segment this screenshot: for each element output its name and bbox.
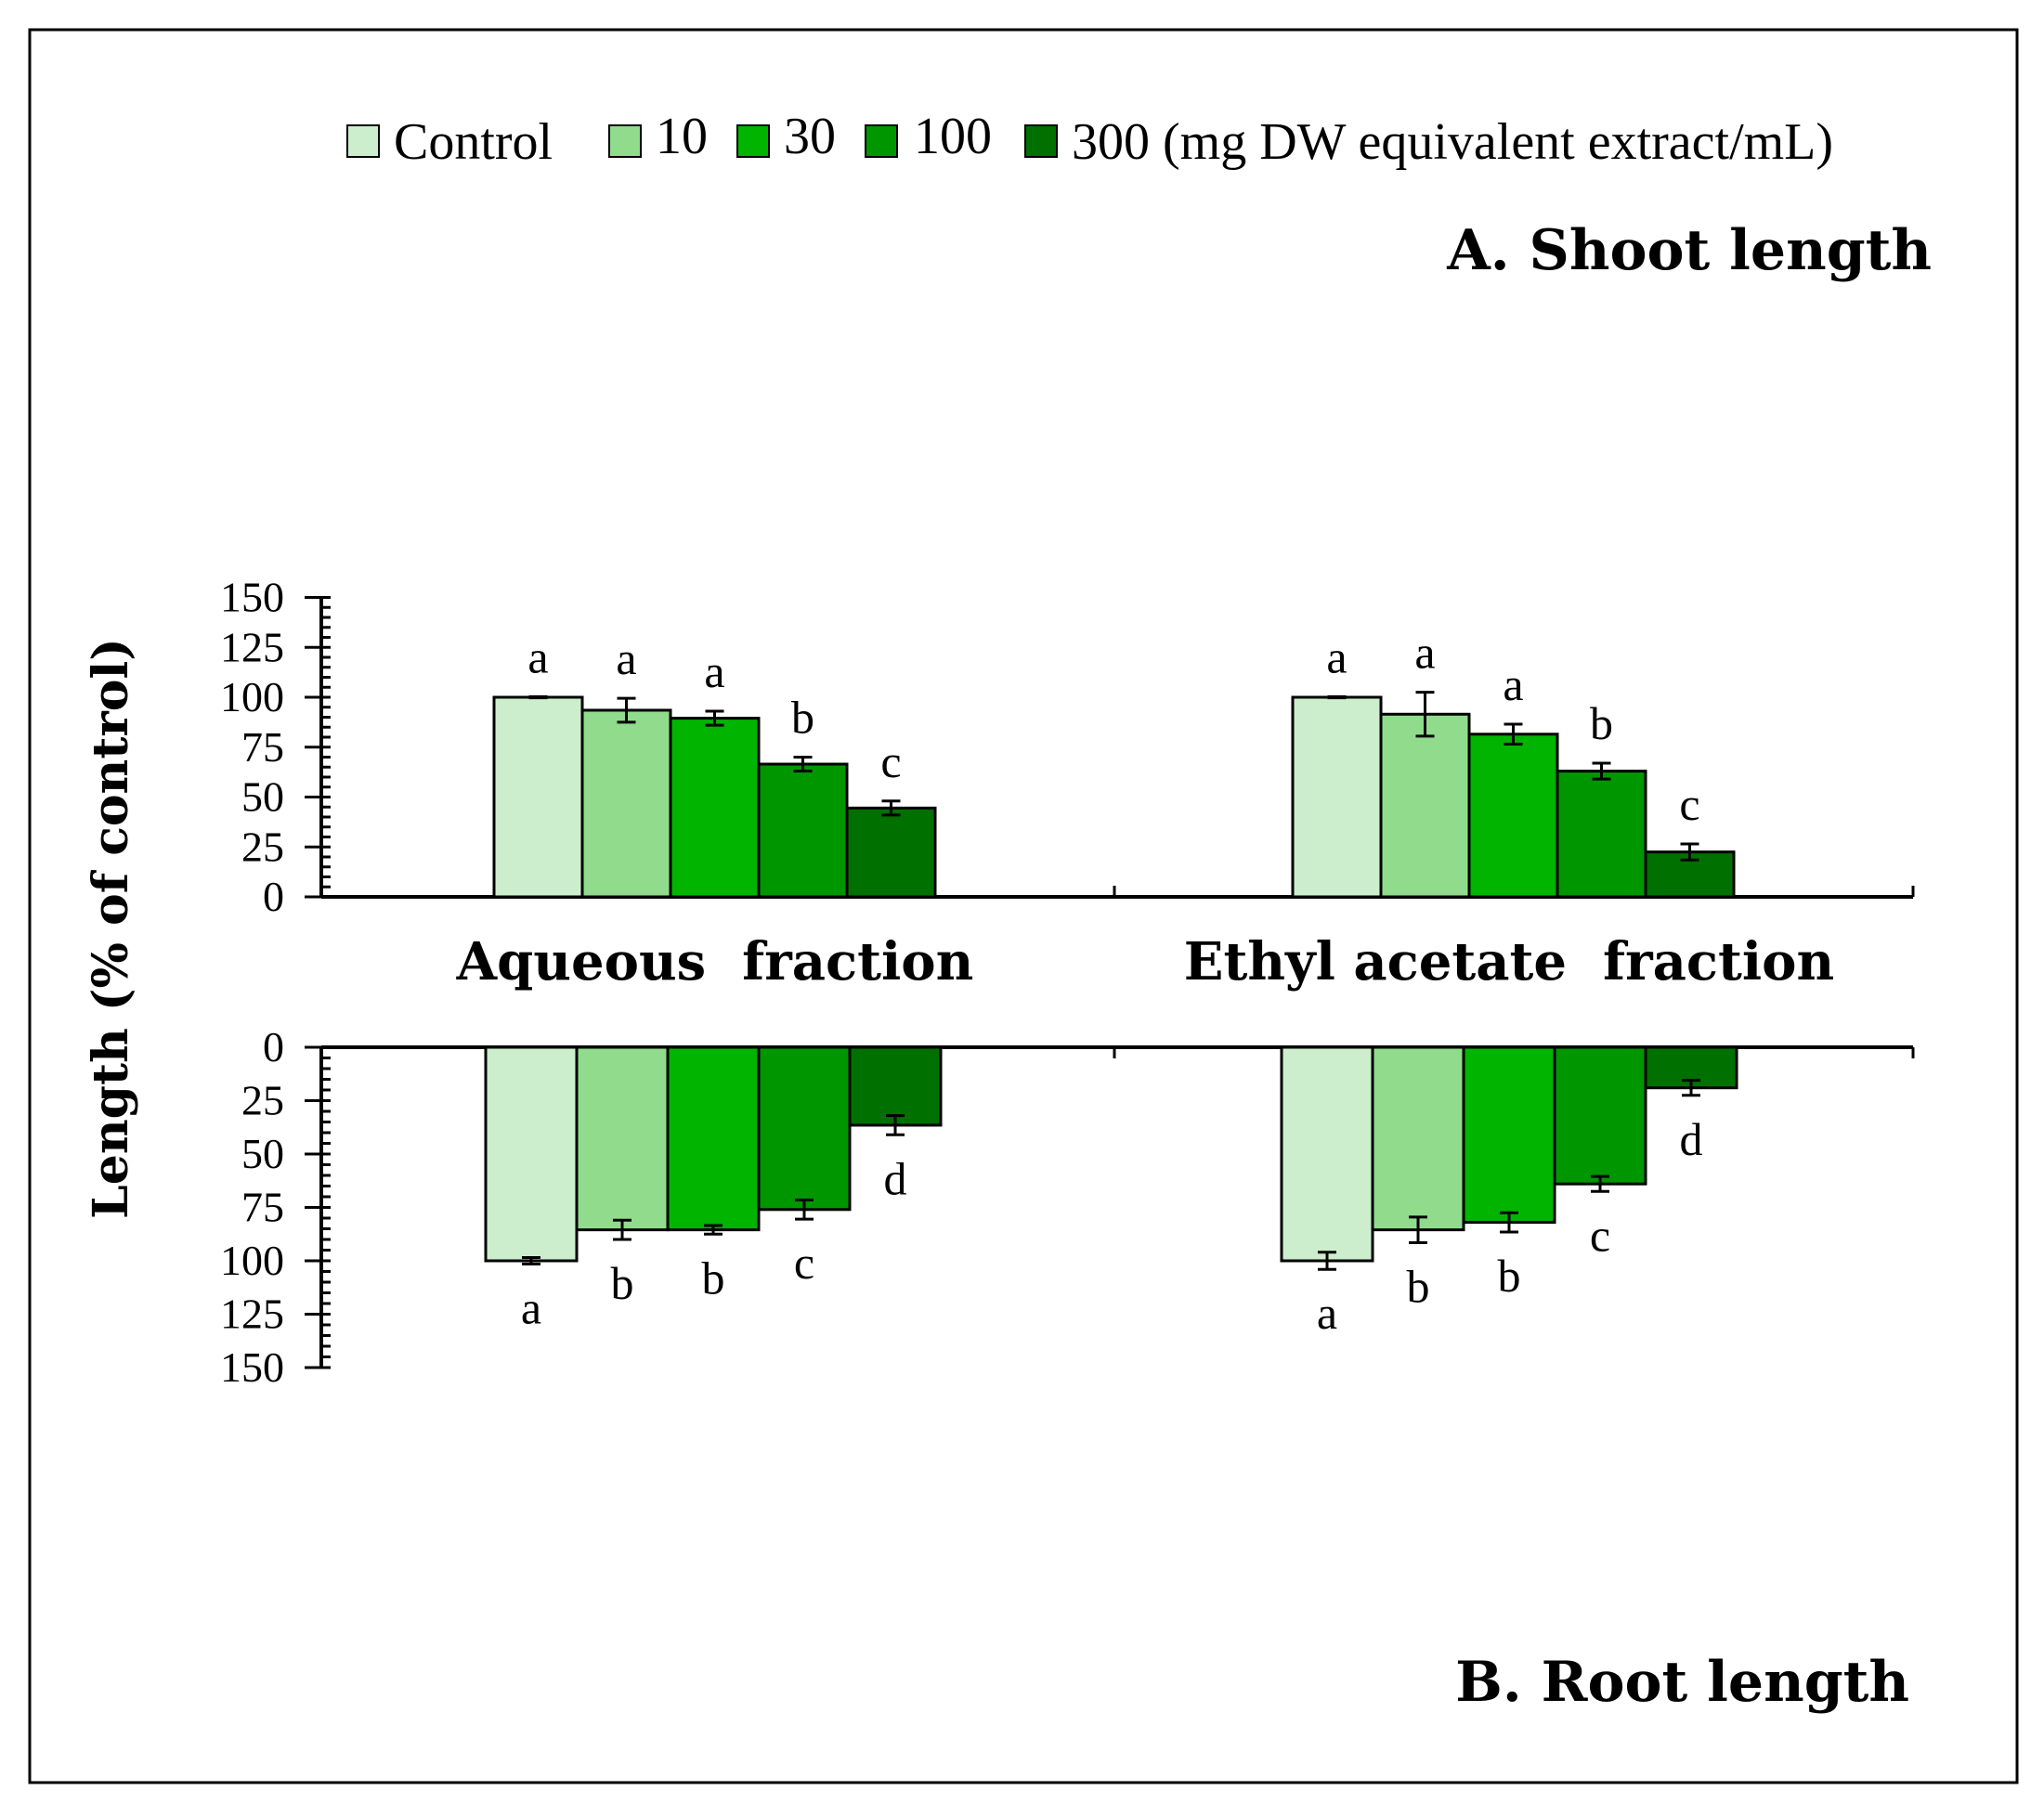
shoot-significance-letter: c [880,735,901,787]
shoot-significance-letter: b [1590,697,1613,749]
legend-label-300-value: 300 [1072,113,1150,171]
root-bars: a b b c d a b b c d [484,1045,1738,1339]
root-bar-ethyl-acetate-100 [1553,1045,1647,1186]
legend-label-30: 30 [784,108,836,165]
shoot-y-tick-label: 75 [241,723,284,771]
root-panel-title: B. Root length [1455,1650,1909,1715]
root-y-tick-label: 100 [220,1237,284,1284]
legend-swatch-control [346,124,380,158]
y-axis-label: Length (% of control) [83,638,139,1219]
shoot-significance-letter: c [1679,778,1699,830]
legend-swatch-300 [1024,124,1058,158]
root-significance-letter: c [794,1237,814,1289]
shoot-significance-letter: b [791,692,814,744]
shoot-bar-ethyl-acetate-10 [1379,712,1471,899]
root-significance-letter: a [521,1281,541,1333]
shoot-bar-ethyl-acetate-30 [1467,733,1559,899]
shoot-bar-aqueous-100 [757,762,849,899]
shoot-significance-letter: a [1326,630,1347,682]
root-bar-aqueous-300 [848,1045,943,1127]
legend: Control 10 30 100 300 (mg DW equivalent e… [346,108,1833,171]
root-bar-ethyl-acetate-control [1280,1045,1374,1263]
shoot-panel-title: A. Shoot length [1446,218,1932,283]
shoot-bar-ethyl-acetate-control [1291,695,1383,899]
legend-unit: (mg DW equivalent extract/mL) [1163,113,1833,171]
shoot-bar-aqueous-control [492,695,584,899]
category-label-ethyl-acetate: Ethyl acetate fraction [1184,931,1834,992]
shoot-bar-aqueous-30 [669,717,761,899]
root-significance-letter: a [1317,1287,1337,1339]
shoot-bar-aqueous-10 [580,708,672,899]
root-y-tick-label: 150 [220,1343,284,1391]
root-y-tick-label: 125 [220,1291,284,1338]
legend-label-100: 100 [914,108,992,165]
root-bar-ethyl-acetate-30 [1462,1045,1556,1225]
shoot-y-tick-label: 100 [220,673,284,720]
category-label-aqueous: Aqueous fraction [456,931,974,992]
legend-swatch-30 [736,124,770,158]
shoot-significance-letter: a [527,630,548,682]
shoot-significance-letter: a [616,632,636,684]
legend-label-control: Control [394,113,553,171]
shoot-bar-aqueous-300 [845,806,937,899]
shoot-significance-letter: a [1503,658,1523,710]
root-significance-letter: b [611,1257,634,1309]
legend-label-300: 300 (mg DW equivalent extract/mL) [1072,113,1833,171]
root-significance-letter: b [702,1252,725,1304]
shoot-y-tick-label: 50 [241,773,284,821]
shoot-y-tick-label: 150 [220,574,284,621]
root-significance-letter: b [1407,1260,1430,1312]
root-bar-ethyl-acetate-10 [1371,1045,1465,1232]
shoot-significance-letter: a [704,645,724,697]
shoot-y-tick-label: 25 [241,823,284,870]
root-significance-letter: c [1590,1209,1610,1261]
root-y-tick-label: 25 [241,1077,284,1124]
figure-border [28,28,2019,1784]
legend-label-10: 10 [656,108,708,165]
shoot-bars: a a a b c a a a b c [492,627,1736,899]
shoot-y-tick-label: 0 [263,873,284,920]
root-bar-aqueous-10 [575,1045,670,1232]
shoot-y-tick-label: 125 [220,623,284,670]
root-y-tick-label: 50 [241,1130,284,1177]
shoot-bar-ethyl-acetate-100 [1556,770,1647,899]
root-y-tick-label: 75 [241,1184,284,1231]
root-bar-aqueous-30 [666,1045,761,1232]
legend-swatch-10 [608,124,642,158]
root-significance-letter: d [884,1152,907,1204]
root-significance-letter: d [1680,1113,1703,1165]
root-y-tick-label: 0 [263,1023,284,1070]
root-bar-aqueous-control [484,1045,579,1263]
legend-swatch-100 [865,124,898,158]
shoot-significance-letter: a [1414,627,1435,679]
root-bar-aqueous-100 [757,1045,852,1212]
root-significance-letter: b [1498,1250,1521,1302]
